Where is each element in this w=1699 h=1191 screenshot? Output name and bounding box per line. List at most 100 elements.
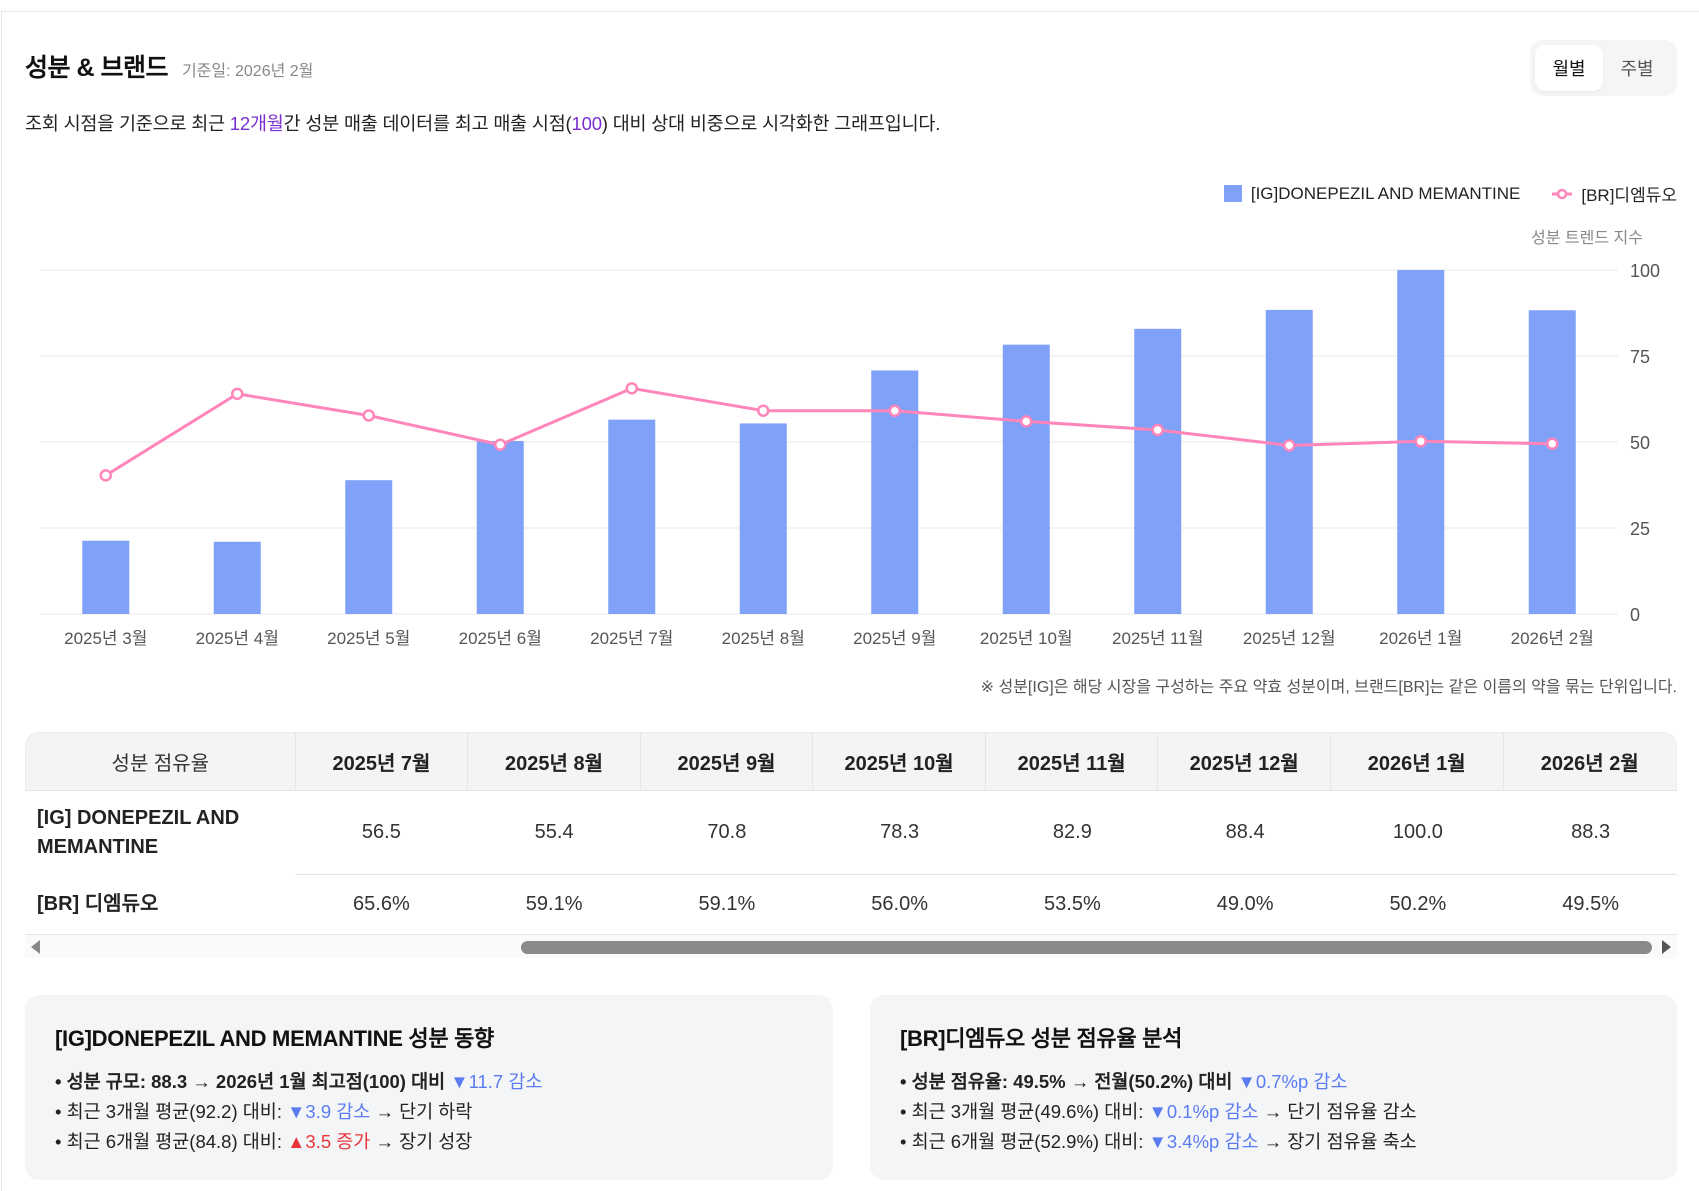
line-point — [757, 404, 770, 417]
line-text: • 최근 6개월 평균(84.8) 대비: — [55, 1131, 288, 1152]
chart-description: 조회 시점을 기준으로 최근 12개월간 성분 매출 데이터를 최고 매출 시점… — [25, 110, 940, 136]
x-tick-label: 2026년 2월 — [1511, 629, 1594, 648]
line-point — [99, 469, 112, 482]
y-tick-label: 100 — [1630, 261, 1660, 281]
bar — [608, 419, 656, 614]
x-tick-label: 2025년 11월 — [1112, 629, 1203, 648]
table-cell: 55.4 — [534, 821, 574, 843]
desc-text-2: 간 성분 매출 데이터를 최고 매출 시점( — [283, 113, 572, 134]
line-point — [494, 438, 507, 452]
table-cell: 50.2% — [1389, 893, 1447, 915]
table-header-col: 2026년 2월 — [1540, 753, 1639, 775]
line-text: • 성분 규모: 88.3 → 2026년 1월 최고점(100) 대비 — [55, 1071, 451, 1092]
bar — [213, 541, 261, 614]
row-cells: 65.6% 59.1% 59.1% 56.0% 53.5% 49.0% 50.2… — [295, 875, 1677, 934]
x-tick-label: 2025년 4월 — [196, 629, 279, 648]
table-cell: 82.9 — [1052, 821, 1092, 843]
table-header-col: 2025년 10월 — [813, 733, 986, 790]
table-cell: 88.4 — [1225, 821, 1265, 843]
line-point — [1414, 435, 1427, 448]
x-tick-label: 2025년 6월 — [459, 629, 542, 648]
table-cell: 88.3 — [1571, 821, 1611, 843]
table-cell: 59.1% — [698, 893, 756, 915]
y-tick-label: 0 — [1630, 605, 1640, 625]
y-tick-label: 75 — [1630, 347, 1650, 367]
line-suffix: → 단기 점유율 감소 — [1258, 1101, 1417, 1122]
card-title: [IG]DONEPEZIL AND MEMANTINE 성분 동향 — [55, 1026, 494, 1051]
row-label-br: [BR] 디엠듀오 — [37, 893, 159, 915]
scroll-right-arrow-icon[interactable] — [1662, 940, 1671, 954]
legend-label-br: [BR]디엠듀오 — [1581, 186, 1677, 205]
table-cell: 59.1% — [525, 893, 583, 915]
delta-down: ▼3.4%p 감소 — [1148, 1131, 1259, 1152]
table-header-col: 2025년 12월 — [1158, 733, 1331, 790]
chart-plot: 0 25 50 75 100 2025년 3월 2025년 4월 2025년 5월 2025년 … — [40, 261, 1660, 648]
bar — [1265, 309, 1313, 614]
horizontal-scrollbar[interactable] — [25, 935, 1677, 958]
br-share-card: [BR]디엠듀오 성분 점유율 분석 • 성분 점유율: 49.5% → 전월(… — [870, 995, 1677, 1180]
ig-trend-card: [IG]DONEPEZIL AND MEMANTINE 성분 동향 • 성분 규… — [25, 995, 833, 1180]
line-suffix: → 장기 점유율 축소 — [1258, 1131, 1417, 1152]
scrollbar-thumb[interactable] — [521, 941, 1652, 954]
scroll-left-arrow-icon[interactable] — [31, 940, 40, 954]
delta-up: ▲3.5 증가 — [287, 1131, 371, 1152]
table-cell: 53.5% — [1044, 893, 1101, 915]
table-cell: 70.8 — [707, 821, 747, 843]
table-header-col: 2026년 1월 — [1331, 733, 1504, 790]
bar — [1134, 328, 1182, 614]
table-header-col: 2025년 11월 — [986, 733, 1159, 790]
toggle-weekly-button[interactable]: 주별 — [1620, 59, 1654, 79]
line-suffix: → 장기 성장 — [370, 1131, 473, 1152]
x-tick-label: 2025년 9월 — [853, 629, 936, 648]
row-cells: 56.5 55.4 70.8 78.3 82.9 88.4 100.0 88.3 — [295, 791, 1677, 875]
delta-down: ▼0.1%p 감소 — [1148, 1101, 1259, 1122]
table-cell: 65.6% — [353, 893, 410, 915]
page-frame — [1, 11, 1699, 1191]
table-row: [BR] 디엠듀오 65.6% 59.1% 59.1% 56.0% 53.5% … — [25, 875, 1677, 935]
line-suffix: → 단기 하락 — [370, 1101, 473, 1122]
line-text: • 최근 6개월 평균(52.9%) 대비: — [900, 1131, 1149, 1152]
table-header-label: 성분 점유율 — [26, 733, 296, 790]
share-table: 성분 점유율 2025년 7월 2025년 8월 2025년 9월 2025년 … — [25, 732, 1677, 958]
table-cell: 78.3 — [880, 821, 920, 843]
x-tick-label: 2025년 12월 — [1243, 629, 1336, 648]
card-line: • 최근 6개월 평균(84.8) 대비: ▲3.5 증가 → 장기 성장 — [55, 1127, 803, 1157]
chart-legend: [IG]DONEPEZIL AND MEMANTINE [BR]디엠듀오 — [1223, 181, 1677, 206]
line-marker-icon — [1552, 188, 1573, 199]
legend-item-ig[interactable]: [IG]DONEPEZIL AND MEMANTINE — [1223, 184, 1520, 204]
y-tick-label: 50 — [1630, 433, 1650, 453]
desc-text-3: ) 대비 상대 비중으로 시각화한 그래프입니다. — [601, 113, 941, 134]
card-title: [BR]디엠듀오 성분 점유율 분석 — [900, 1026, 1183, 1051]
line-text: • 최근 3개월 평균(92.2) 대비: — [55, 1101, 288, 1122]
card-line: • 성분 점유율: 49.5% → 전월(50.2%) 대비 ▼0.7%p 감소 — [900, 1067, 1647, 1097]
line-point — [625, 382, 638, 395]
delta-down: ▼3.9 감소 — [287, 1101, 371, 1122]
base-date: 기준일: 2026년 2월 — [181, 63, 314, 80]
bar — [345, 480, 393, 614]
x-tick-label: 2025년 10월 — [980, 629, 1073, 648]
card-line: • 최근 3개월 평균(49.6%) 대비: ▼0.1%p 감소 → 단기 점유… — [900, 1097, 1647, 1127]
card-line: • 최근 6개월 평균(52.9%) 대비: ▼3.4%p 감소 → 장기 점유… — [900, 1127, 1647, 1157]
row-label-ig: [IG] DONEPEZIL AND MEMANTINE — [37, 807, 240, 858]
line-point — [1546, 437, 1559, 450]
y-tick-label: 25 — [1630, 519, 1650, 539]
x-tick-label: 2025년 3월 — [64, 629, 147, 648]
y-axis-title: 성분 트렌드 지수 — [1531, 230, 1643, 247]
line-point — [1283, 439, 1296, 452]
delta-down: ▼0.7%p 감소 — [1237, 1071, 1348, 1092]
table-cell: 49.5% — [1562, 893, 1619, 915]
line-series — [104, 386, 1553, 477]
period-toggle: 월별 주별 — [1530, 40, 1677, 96]
card-line: • 최근 3개월 평균(92.2) 대비: ▼3.9 감소 → 단기 하락 — [55, 1097, 803, 1127]
desc-highlight-months: 12개월 — [229, 113, 284, 134]
bar — [476, 440, 524, 614]
line-point — [231, 387, 244, 401]
desc-text-1: 조회 시점을 기준으로 최근 — [25, 113, 230, 134]
line-point — [362, 409, 375, 422]
legend-item-br[interactable]: [BR]디엠듀오 — [1552, 181, 1677, 206]
bar-swatch-icon — [1223, 185, 1242, 202]
table-cell: 56.5 — [361, 821, 401, 843]
line-text: • 성분 점유율: 49.5% → 전월(50.2%) 대비 — [900, 1071, 1238, 1092]
toggle-monthly-button[interactable]: 월별 — [1535, 45, 1603, 91]
line-text: • 최근 3개월 평균(49.6%) 대비: — [900, 1101, 1149, 1122]
